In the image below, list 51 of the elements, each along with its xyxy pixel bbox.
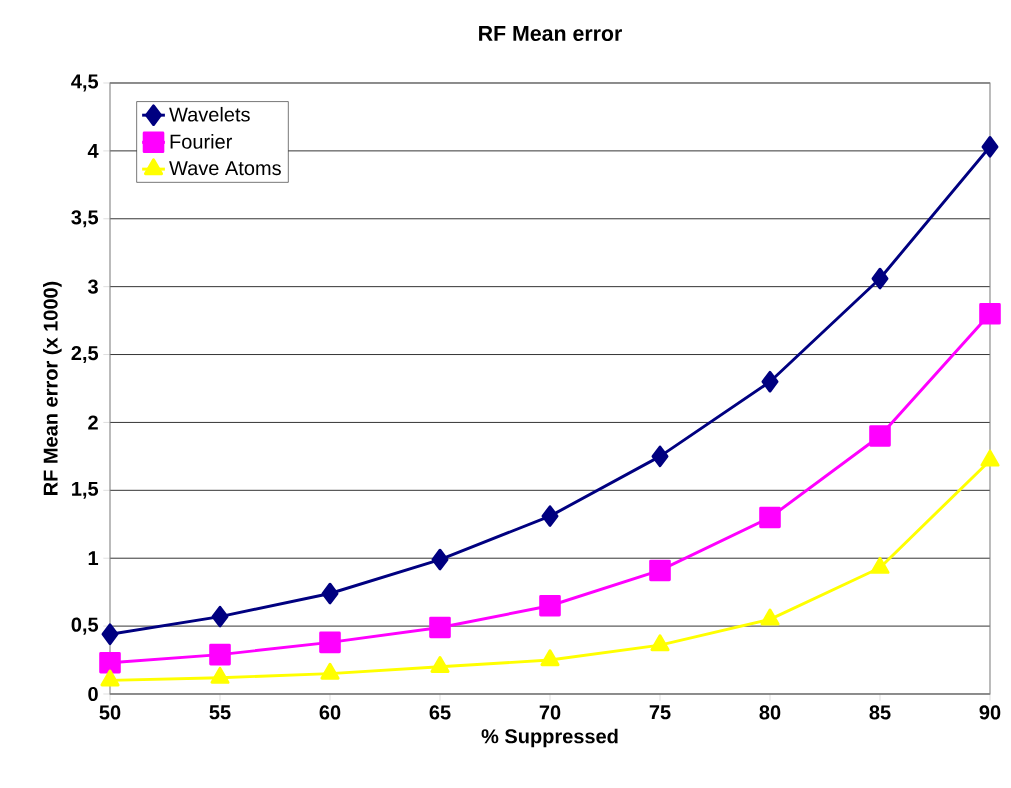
- point: [979, 303, 1001, 325]
- point: [320, 662, 340, 680]
- point: [321, 582, 339, 605]
- x-tick-label: 90: [979, 705, 1001, 720]
- point: [981, 136, 999, 158]
- x-tick-label: 50: [99, 705, 121, 720]
- point: [430, 656, 450, 673]
- point: [100, 669, 120, 687]
- point: [429, 616, 451, 639]
- point: [760, 608, 780, 626]
- x-tick-label: 80: [759, 705, 781, 720]
- y-tick-label: 0: [88, 686, 98, 702]
- x-axis-title: % Suppressed: [481, 728, 618, 748]
- point: [211, 605, 229, 628]
- legend-label: Wave Atoms: [169, 161, 281, 176]
- point: [761, 370, 779, 393]
- chart-title: RF Mean error: [479, 26, 622, 41]
- x-tick-label: 70: [539, 705, 561, 720]
- y-tick-label: 0,5: [71, 617, 99, 635]
- y-tick-label: 3: [87, 279, 98, 294]
- point: [649, 559, 671, 582]
- legend-label: Fourier: [170, 134, 233, 149]
- point: [101, 623, 119, 646]
- y-tick-label: 3,5: [71, 210, 99, 228]
- point: [871, 267, 889, 290]
- x-tick-label: 85: [869, 705, 891, 720]
- point: [99, 651, 121, 674]
- point: [431, 548, 449, 571]
- y-tick-label: 1: [88, 551, 99, 566]
- point: [539, 594, 561, 617]
- x-tick-label: 60: [319, 705, 341, 720]
- point: [869, 425, 891, 447]
- y-tick-label: 2: [88, 415, 98, 430]
- x-tick-label: 55: [209, 705, 231, 720]
- y-tick-label: 1,5: [72, 481, 99, 499]
- point: [650, 634, 670, 652]
- point: [540, 649, 560, 667]
- point: [870, 556, 890, 574]
- y-tick-label: 4: [87, 144, 99, 158]
- point: [759, 506, 781, 529]
- point: [210, 666, 230, 684]
- x-tick-label: 65: [429, 705, 451, 720]
- x-tick-label: 75: [649, 705, 671, 720]
- y-tick-label: 2,5: [71, 346, 99, 364]
- point: [209, 643, 231, 666]
- point: [541, 505, 559, 527]
- point: [319, 631, 341, 654]
- y-tick-label: 4,5: [71, 74, 99, 92]
- point: [651, 445, 669, 468]
- y-axis-title: RF Mean error (x 1000): [43, 281, 62, 495]
- legend-label: Wavelets: [169, 106, 250, 122]
